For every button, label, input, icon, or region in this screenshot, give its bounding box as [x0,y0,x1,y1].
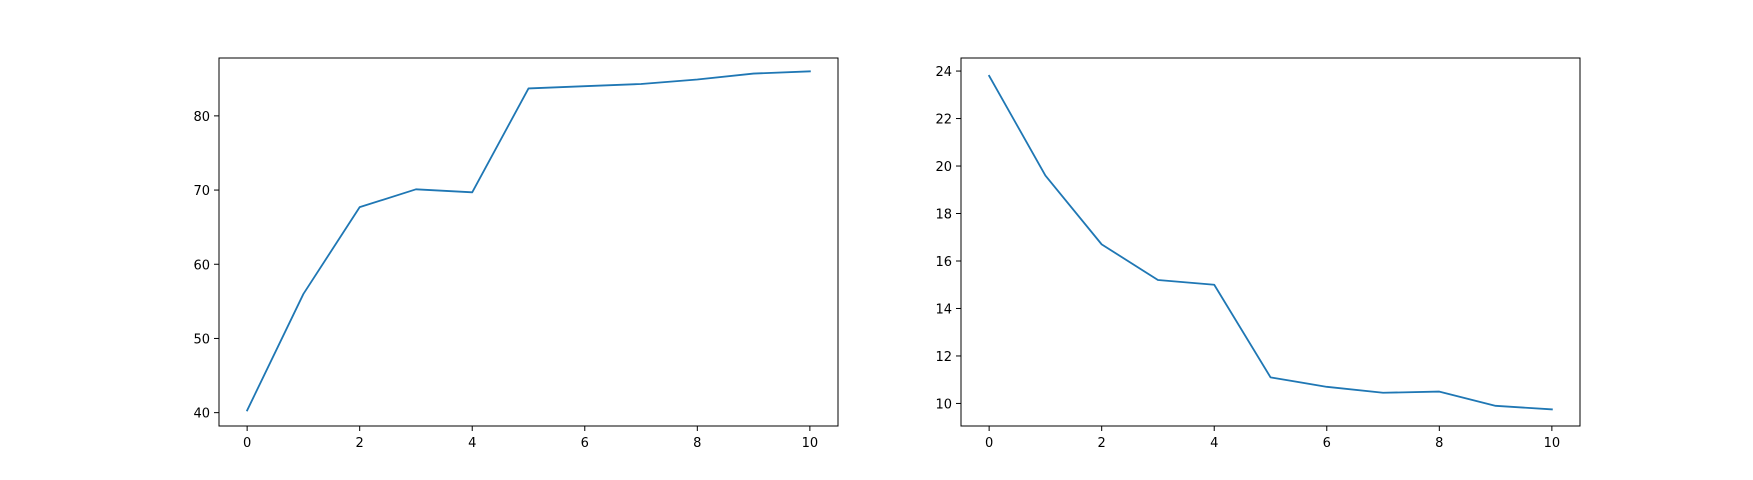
data-point [809,70,811,72]
data-point [1382,392,1384,394]
data-point [1495,405,1497,407]
series-line [987,74,1553,411]
data-point [1213,284,1215,286]
y-tick-label: 60 [193,258,210,273]
y-tick-label: 12 [935,350,952,365]
data-point [584,85,586,87]
data-point [246,409,248,411]
data-point [988,75,990,77]
data-point [753,73,755,75]
x-tick-label: 8 [1435,436,1443,451]
y-tick-label: 22 [935,113,952,128]
x-tick-label: 10 [1544,436,1561,451]
data-point [1551,408,1553,410]
data-point [1326,386,1328,388]
y-tick-label: 14 [935,302,952,317]
data-point [359,206,361,208]
data-point [302,293,304,295]
x-tick-label: 6 [581,436,589,451]
data-point [1270,376,1272,378]
data-point [1101,243,1103,245]
y-tick-label: 16 [935,255,952,270]
x-tick-label: 8 [693,436,701,451]
x-tick-label: 10 [802,436,819,451]
y-tick-label: 40 [193,407,210,422]
series-line [245,70,811,412]
data-point [1438,391,1440,393]
x-tick-label: 4 [1210,436,1218,451]
y-tick-label: 24 [935,65,952,80]
y-tick-label: 70 [193,184,210,199]
data-point [696,79,698,81]
data-point [528,87,530,89]
data-point [1044,175,1046,177]
x-tick-label: 4 [468,436,476,451]
plot-frame [218,57,839,427]
y-tick-label: 10 [935,397,952,412]
x-tick-label: 0 [985,436,993,451]
data-point [640,83,642,85]
left-line-chart: 0 2 4 6 8 10 40 50 60 70 80 [193,57,839,451]
x-tick-label: 6 [1323,436,1331,451]
y-tick-label: 18 [935,208,952,223]
y-tick-label: 80 [193,110,210,125]
x-tick-label: 2 [1098,436,1106,451]
data-point [415,188,417,190]
x-tick-label: 0 [243,436,251,451]
y-tick-label: 20 [935,160,952,175]
data-point [471,191,473,193]
data-point [1157,279,1159,281]
plot-frame [960,57,1581,427]
x-tick-label: 2 [356,436,364,451]
y-tick-label: 50 [193,332,210,347]
